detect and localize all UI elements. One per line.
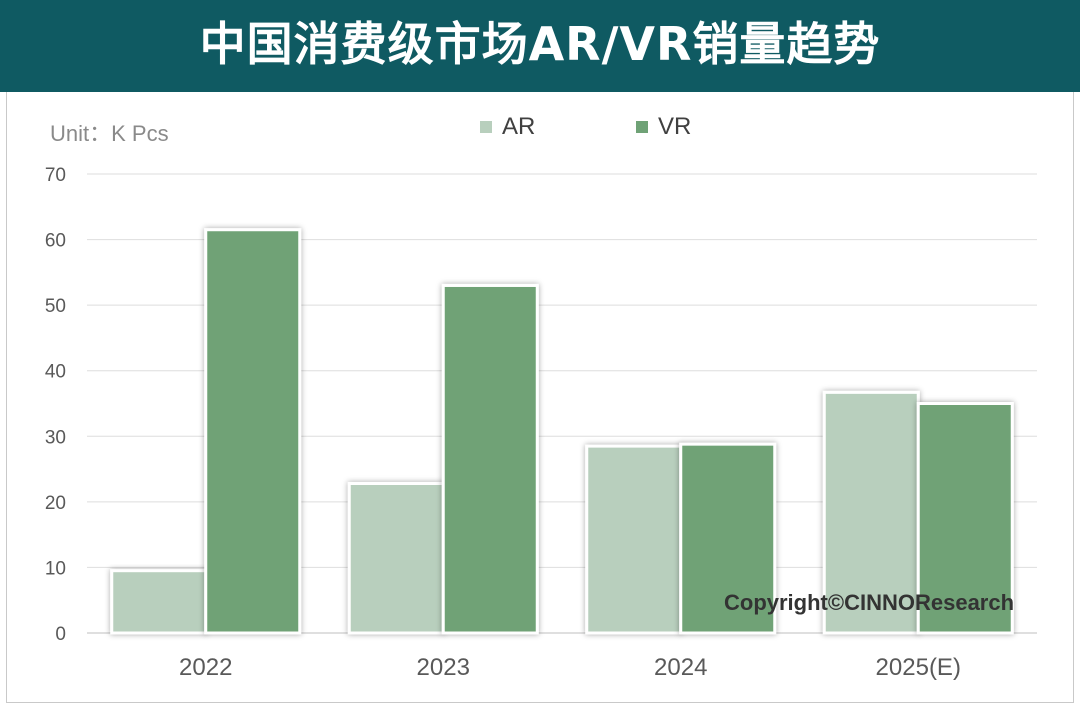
y-tick-label: 50 xyxy=(45,296,66,317)
legend-item-vr: VR xyxy=(636,113,691,141)
x-tick-label: 2023 xyxy=(417,654,470,681)
legend-swatch-vr xyxy=(636,121,648,133)
bar-vr xyxy=(204,228,302,635)
y-tick-label: 40 xyxy=(45,362,66,383)
bars xyxy=(110,228,1014,635)
legend-item-ar: AR xyxy=(480,113,535,141)
bar-vr xyxy=(441,283,539,635)
y-tick-label: 60 xyxy=(45,231,66,252)
bar-ar xyxy=(110,569,208,635)
bar-ar xyxy=(822,390,920,635)
legend-label-ar: AR xyxy=(502,113,536,140)
bar-vr xyxy=(916,402,1014,635)
copyright-watermark: Copyright©CINNOResearch xyxy=(724,590,1015,615)
x-tick-label: 2022 xyxy=(179,654,232,681)
x-tick-label: 2024 xyxy=(654,654,707,681)
legend-label-vr: VR xyxy=(658,113,692,140)
page-title: 中国消费级市场AR/VR销量趋势 xyxy=(199,17,881,71)
title-banner: 中国消费级市场AR/VR销量趋势 xyxy=(0,0,1080,92)
y-axis: 0 10 20 30 40 50 60 70 xyxy=(45,165,66,645)
bar-ar xyxy=(347,481,445,635)
y-tick-label: 20 xyxy=(45,493,66,514)
y-tick-label: 10 xyxy=(45,558,66,579)
x-tick-label: 2025(E) xyxy=(876,654,961,681)
unit-label: Unit：K Pcs xyxy=(50,121,169,146)
y-tick-label: 70 xyxy=(45,165,66,186)
x-axis: 2022 2023 2024 2025(E) xyxy=(179,654,961,681)
bar-vr xyxy=(679,442,777,635)
bar-ar xyxy=(585,444,683,635)
y-tick-label: 0 xyxy=(55,624,66,645)
y-tick-label: 30 xyxy=(45,427,66,448)
legend-swatch-ar xyxy=(480,121,492,133)
